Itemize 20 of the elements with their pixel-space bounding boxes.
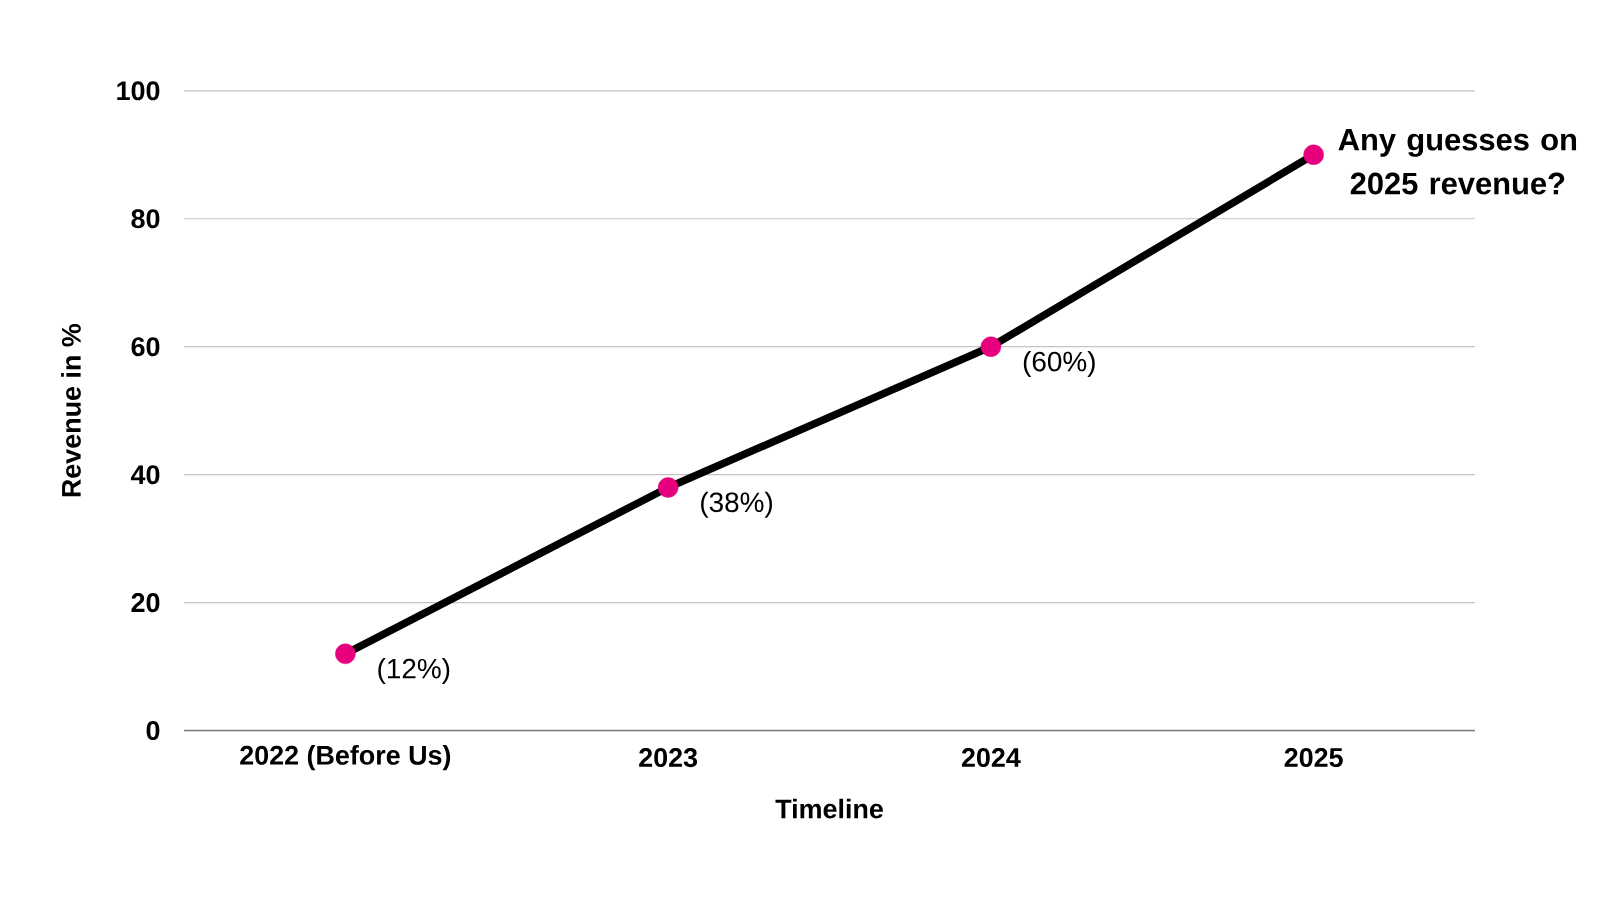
y-tick-label: 60: [131, 337, 160, 357]
annotation: Any guesses on 2025 revenue?: [1338, 129, 1577, 195]
point: [335, 643, 356, 665]
x-axis-title: Timeline: [775, 798, 883, 819]
data-label: (38%): [701, 491, 772, 518]
point: [1303, 144, 1324, 165]
y-tick-label: 80: [131, 209, 160, 229]
x-tick-label: 2022 (Before Us): [240, 745, 451, 771]
point: [980, 336, 1002, 357]
y-tick-label: 20: [131, 593, 160, 613]
data-label: (12%): [378, 658, 450, 685]
y-tick-label: 100: [117, 81, 160, 101]
y-axis-title: Revenue in %: [61, 323, 81, 497]
data-label: (60%): [1023, 350, 1095, 377]
x-tick-label: 2023: [639, 748, 698, 768]
y-tick-label: 40: [130, 465, 160, 485]
x-tick-label: 2024: [961, 748, 1021, 768]
y-tick-label: 0: [146, 721, 160, 741]
point: [657, 477, 679, 498]
x-tick-label: 2025: [1284, 748, 1343, 768]
